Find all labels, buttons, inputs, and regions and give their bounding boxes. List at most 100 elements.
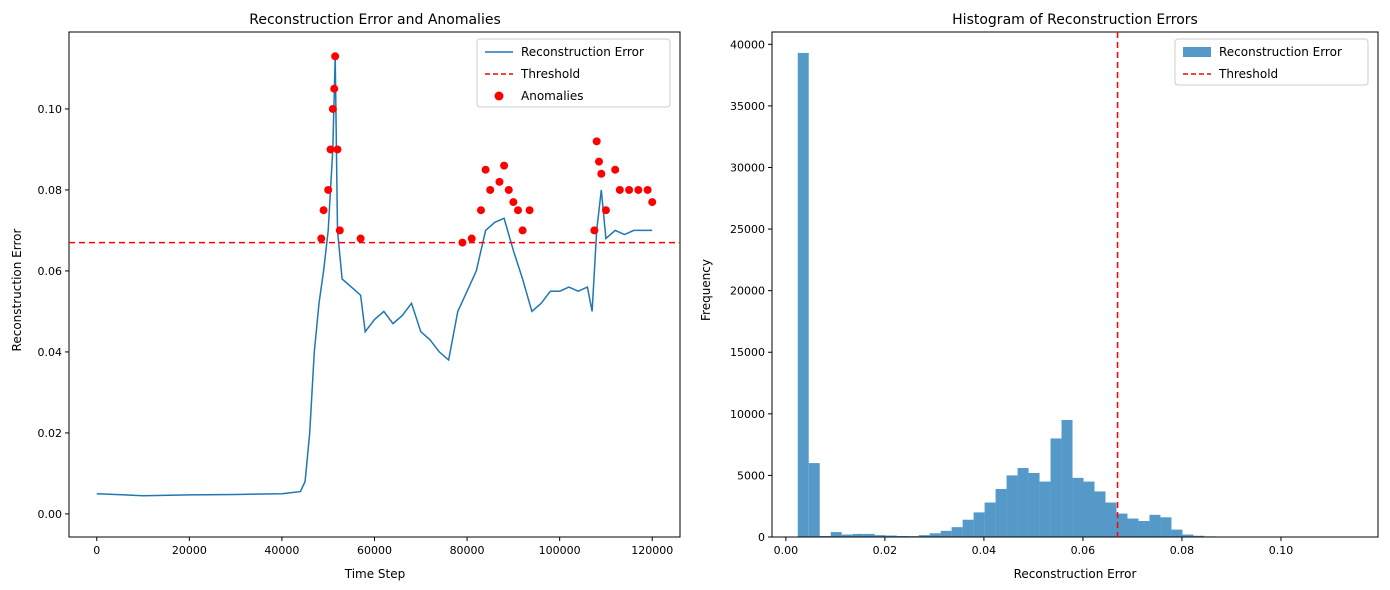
histogram-bar — [984, 502, 996, 537]
histogram-bar — [1138, 520, 1150, 537]
histogram-bar — [1039, 481, 1051, 537]
anomaly-point — [597, 169, 606, 178]
left-legend-label: Reconstruction Error — [521, 45, 644, 59]
left-legend-label: Anomalies — [521, 89, 584, 103]
histogram-bar — [918, 535, 930, 537]
right-y-tick-label: 35000 — [730, 100, 765, 113]
anomaly-point — [590, 226, 599, 235]
left-plot-area: 0 20000 40000 60000 80000 100000 120000 0.00 0.0… — [38, 31, 681, 557]
histogram-bar — [951, 527, 963, 537]
right-y-tick-label: 5000 — [737, 469, 765, 482]
histogram-bar — [1006, 475, 1018, 537]
left-y-tick-label: 0.10 — [38, 103, 63, 116]
right-y-tick-label: 0 — [758, 531, 765, 544]
anomaly-point — [500, 161, 509, 170]
plot-frame — [771, 31, 1379, 538]
left-x-axis-label: Time Step — [344, 567, 406, 581]
histogram-bar — [1149, 514, 1161, 537]
plot-frame — [68, 31, 681, 538]
histogram-bar — [852, 533, 864, 537]
histogram-bar — [1116, 513, 1128, 537]
anomaly-point — [648, 198, 657, 207]
left-x-tick-label: 80000 — [450, 544, 485, 557]
right-plot-area: 0.00 0.02 0.04 0.06 0.08 0.10 0 5000 10000 15000 2… — [730, 31, 1379, 557]
histogram-bar — [940, 530, 952, 537]
histogram-bar — [1083, 481, 1095, 537]
anomaly-point — [495, 177, 504, 186]
reconstruction-error-line — [96, 56, 653, 497]
anomaly-point — [333, 145, 342, 154]
right-x-tick-label: 0.00 — [774, 544, 799, 557]
anomaly-point — [476, 206, 485, 215]
histogram-bar — [1182, 534, 1194, 537]
right-x-tick-label: 0.02 — [873, 544, 898, 557]
right-legend-label: Reconstruction Error — [1219, 45, 1342, 59]
right-y-tick-label: 30000 — [730, 161, 765, 174]
anomaly-point — [331, 52, 340, 61]
histogram-bar — [808, 463, 820, 537]
histogram-bar — [929, 533, 941, 537]
anomaly-point — [319, 206, 328, 215]
right-legend-patch-swatch — [1183, 47, 1211, 57]
anomaly-point — [518, 226, 527, 235]
histogram-bar — [1105, 502, 1117, 537]
histogram-bar — [885, 535, 897, 537]
right-x-tick-label: 0.08 — [1170, 544, 1195, 557]
anomaly-point — [330, 84, 339, 93]
anomaly-point — [615, 185, 624, 194]
chart-error-histogram: Histogram of Reconstruction Errors 0.00 0… — [699, 12, 1379, 581]
right-x-tick-label: 0.04 — [972, 544, 997, 557]
anomaly-point — [509, 198, 518, 207]
histogram-bar — [1061, 419, 1073, 537]
anomaly-point — [504, 185, 513, 194]
right-y-tick-label: 20000 — [730, 285, 765, 298]
anomaly-point — [592, 137, 601, 146]
left-legend-label: Threshold — [520, 67, 580, 81]
histogram-bar — [841, 534, 853, 537]
chart-reconstruction-error: Reconstruction Error and Anomalies 0 2000… — [10, 12, 681, 581]
histogram-bar — [995, 488, 1007, 537]
left-chart-title: Reconstruction Error and Anomalies — [249, 12, 501, 28]
anomaly-point — [486, 185, 495, 194]
anomaly-point — [634, 185, 643, 194]
histogram-bar — [874, 535, 886, 537]
histogram-bar — [830, 532, 842, 537]
right-y-tick-label: 10000 — [730, 408, 765, 421]
histogram-bar — [1072, 477, 1084, 537]
right-x-tick-label: 0.10 — [1269, 544, 1294, 557]
right-y-axis-label: Frequency — [699, 259, 713, 321]
histogram-bar — [1193, 535, 1205, 537]
right-legend-label: Threshold — [1218, 67, 1278, 81]
anomaly-point — [625, 185, 634, 194]
anomaly-point — [467, 234, 476, 243]
anomaly-point — [611, 165, 620, 174]
left-y-tick-label: 0.08 — [38, 184, 63, 197]
left-x-tick-label: 100000 — [539, 544, 581, 557]
right-y-tick-label: 15000 — [730, 346, 765, 359]
anomaly-point — [324, 185, 333, 194]
anomaly-point — [513, 206, 522, 215]
left-y-tick-label: 0.06 — [38, 265, 63, 278]
anomaly-point — [317, 234, 326, 243]
anomaly-point — [601, 206, 610, 215]
anomaly-point — [335, 226, 344, 235]
right-x-tick-label: 0.06 — [1071, 544, 1096, 557]
left-x-tick-label: 40000 — [264, 544, 299, 557]
histogram-bar — [1050, 438, 1062, 537]
right-y-tick-label: 25000 — [730, 223, 765, 236]
left-legend-marker-swatch — [494, 91, 504, 101]
right-legend-box — [1174, 38, 1369, 86]
right-x-axis-label: Reconstruction Error — [1014, 567, 1137, 581]
histogram-bar — [973, 512, 985, 537]
anomaly-point — [525, 206, 534, 215]
anomaly-point — [458, 238, 467, 247]
histogram-bar — [1094, 491, 1106, 537]
left-legend-box — [476, 38, 671, 108]
histogram-bar — [797, 52, 809, 537]
histogram-bar — [1017, 468, 1029, 537]
anomaly-point — [643, 185, 652, 194]
left-x-tick-label: 120000 — [631, 544, 673, 557]
right-chart-title: Histogram of Reconstruction Errors — [952, 12, 1198, 28]
anomaly-point — [481, 165, 490, 174]
left-y-axis-label: Reconstruction Error — [10, 229, 24, 352]
